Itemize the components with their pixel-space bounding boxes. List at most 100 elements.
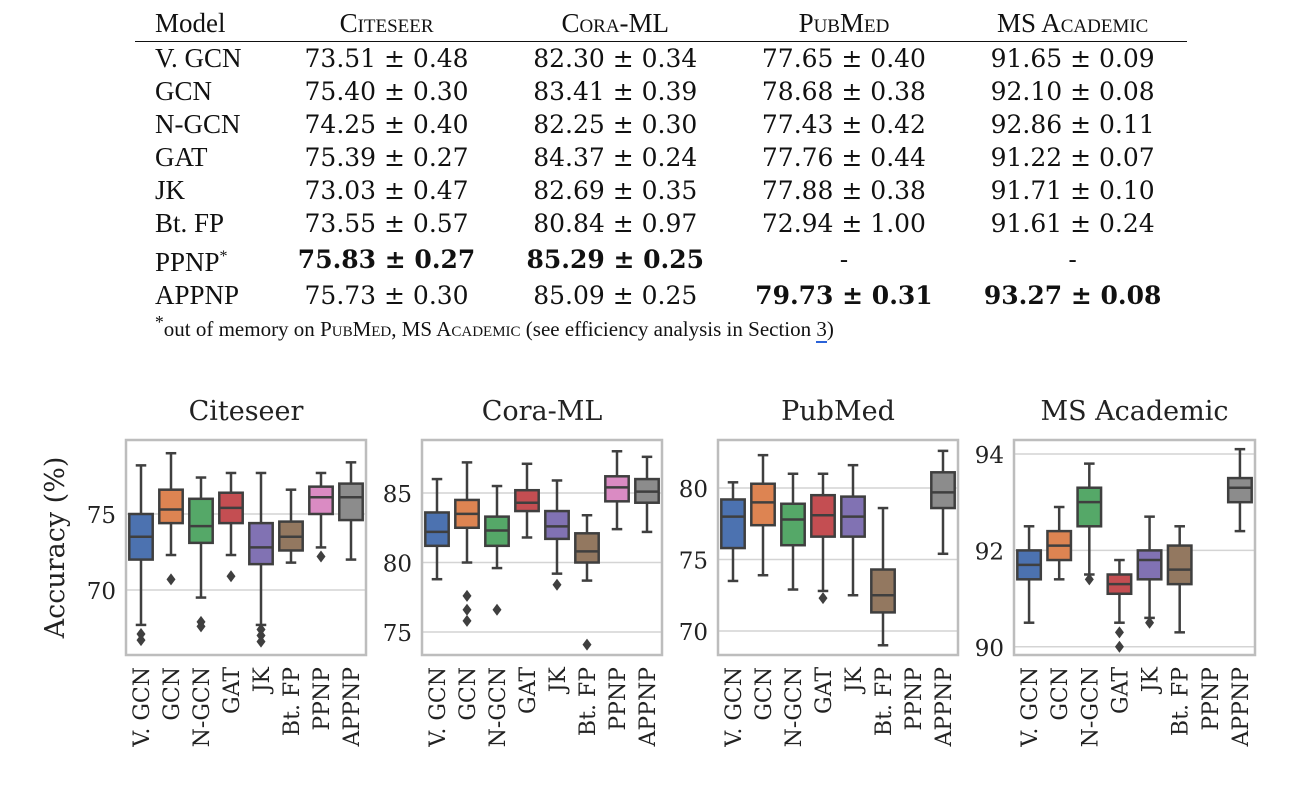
x-tick-label: Bt. FP xyxy=(872,667,897,736)
outlier-marker xyxy=(492,603,502,616)
box-appnp xyxy=(1226,447,1253,533)
accuracy-cell: 72.94 ± 1.00 xyxy=(761,209,926,238)
box-bt-fp xyxy=(574,513,600,651)
x-tick-label: JK xyxy=(1139,666,1164,694)
box-iqr xyxy=(248,521,274,566)
box-iqr xyxy=(424,511,450,548)
footnote-text: out of memory on xyxy=(163,317,321,341)
boxplot-panel-pubmed: PubMed 70 75 80 V. GCN GCN N-GCN GAT JK Bt. FP PPN… xyxy=(679,396,960,748)
accuracy-cell: 82.30 ± 0.34 xyxy=(533,44,698,73)
model-name-cell: GAT xyxy=(155,142,208,172)
table-row: APPNP 75.73 ± 0.30 85.09 ± 0.25 79.73 ± 0.3… xyxy=(135,279,1187,312)
box-iqr xyxy=(544,509,570,541)
accuracy-cell: 93.27 ± 0.08 xyxy=(983,281,1162,310)
x-tick-label: PPNP xyxy=(1199,667,1224,731)
model-name-cell: JK xyxy=(155,175,186,205)
accuracy-cell: 74.25 ± 0.40 xyxy=(304,110,469,139)
accuracy-cell: 91.22 ± 0.07 xyxy=(990,143,1155,172)
model-name-cell: APPNP xyxy=(155,280,240,310)
box-iqr xyxy=(514,488,540,513)
x-tick-label: JK xyxy=(842,666,867,694)
outlier-marker xyxy=(316,550,326,563)
x-tick-label: APPNP xyxy=(636,667,661,748)
table-row: PPNP* 75.83 ± 0.27 85.29 ± 0.25 - - xyxy=(135,240,1187,279)
x-tick-label: PPNP xyxy=(902,667,927,731)
x-tick-label: N-GCN xyxy=(782,667,807,747)
outlier-marker xyxy=(462,589,472,602)
table-row: N-GCN 74.25 ± 0.40 82.25 ± 0.30 77.43 ± 0.4… xyxy=(135,108,1187,141)
x-tick-label: GAT xyxy=(516,667,541,714)
panel-frame xyxy=(420,438,664,657)
footnote-close: ) xyxy=(826,317,834,341)
x-tick-label: APPNP xyxy=(340,667,365,748)
box-iqr xyxy=(158,488,184,525)
box-iqr xyxy=(1226,476,1253,504)
column-header-model: Model xyxy=(155,8,226,38)
y-tick-label: 80 xyxy=(383,552,412,578)
box-jk xyxy=(840,463,866,597)
y-tick-label: 70 xyxy=(679,620,708,646)
accuracy-cell: - xyxy=(1068,245,1077,274)
accuracy-cell: 92.10 ± 0.08 xyxy=(990,77,1155,106)
footnote-dataset-ms-academic: MS Academic xyxy=(401,317,521,341)
outlier-marker xyxy=(256,623,266,636)
box-iqr xyxy=(780,502,806,547)
box-iqr xyxy=(720,498,746,550)
accuracy-cell: 73.03 ± 0.47 xyxy=(304,176,469,205)
y-tick-label: 70 xyxy=(87,579,116,605)
box-jk xyxy=(248,471,274,648)
box-iqr xyxy=(604,475,630,503)
section-reference-link[interactable]: 3 xyxy=(816,317,827,343)
outlier-marker xyxy=(552,578,562,591)
box-iqr xyxy=(1136,549,1163,581)
box-gat xyxy=(218,471,244,583)
y-tick-label: 75 xyxy=(87,503,116,529)
accuracy-cell: 75.73 ± 0.30 xyxy=(304,281,469,310)
outlier-marker xyxy=(1145,616,1155,629)
box-n-gcn xyxy=(188,476,214,633)
accuracy-cell: 82.69 ± 0.35 xyxy=(533,176,698,205)
x-tick-label: GCN xyxy=(160,667,185,721)
x-tick-label: N-GCN xyxy=(486,667,511,747)
x-tick-label: V. GCN xyxy=(130,667,155,748)
y-tick-label: 85 xyxy=(383,482,412,508)
accuracy-cell: 91.61 ± 0.24 xyxy=(990,209,1155,238)
accuracy-cell: 80.84 ± 0.97 xyxy=(533,209,698,238)
y-tick-label: 75 xyxy=(383,621,412,647)
x-tick-label: PPNP xyxy=(310,667,335,731)
outlier-marker xyxy=(818,592,828,605)
x-tick-label: APPNP xyxy=(1229,667,1254,748)
box-gcn xyxy=(750,453,776,577)
table-row: JK 73.03 ± 0.47 82.69 ± 0.35 77.88 ± 0.38 91… xyxy=(135,174,1187,207)
accuracy-cell: 84.37 ± 0.24 xyxy=(533,143,698,172)
y-axis-label: Accuracy (%) xyxy=(40,457,71,640)
box-iqr xyxy=(574,532,600,564)
table-row: V. GCN 73.51 ± 0.48 82.30 ± 0.34 77.65 ± 0.… xyxy=(135,42,1187,76)
panel-title: PubMed xyxy=(781,396,895,427)
boxplot-panel-citeseer: Citeseer 70 75 V. GCN GCN N-GCN GAT JK Bt. FP PPN… xyxy=(40,396,368,748)
model-name-cell: V. GCN xyxy=(155,43,242,73)
panel-title: Citeseer xyxy=(189,396,304,427)
box-gcn xyxy=(158,451,184,586)
x-tick-label: GAT xyxy=(220,667,245,714)
outlier-marker xyxy=(1114,626,1124,639)
column-header-cora-ml: Cora-ML xyxy=(561,8,670,38)
outlier-marker xyxy=(256,629,266,642)
y-tick-label: 90 xyxy=(975,636,1004,662)
box-appnp xyxy=(930,449,956,556)
box-n-gcn xyxy=(1076,462,1103,586)
accuracy-cell: 92.86 ± 0.11 xyxy=(990,110,1155,139)
box-v-gcn xyxy=(424,477,450,581)
model-name-cell: Bt. FP xyxy=(155,208,225,238)
box-iqr xyxy=(870,568,896,614)
box-appnp xyxy=(338,461,364,561)
accuracy-cell: 73.51 ± 0.48 xyxy=(304,44,469,73)
accuracy-cell: 83.41 ± 0.39 xyxy=(533,77,698,106)
box-iqr xyxy=(1166,544,1193,586)
column-header-citeseer: Citeseer xyxy=(339,8,434,38)
x-tick-label: GCN xyxy=(1048,667,1073,721)
table-body: V. GCN 73.51 ± 0.48 82.30 ± 0.34 77.65 ± 0.… xyxy=(135,42,1187,313)
box-jk xyxy=(1136,515,1163,629)
x-tick-label: GCN xyxy=(456,667,481,721)
